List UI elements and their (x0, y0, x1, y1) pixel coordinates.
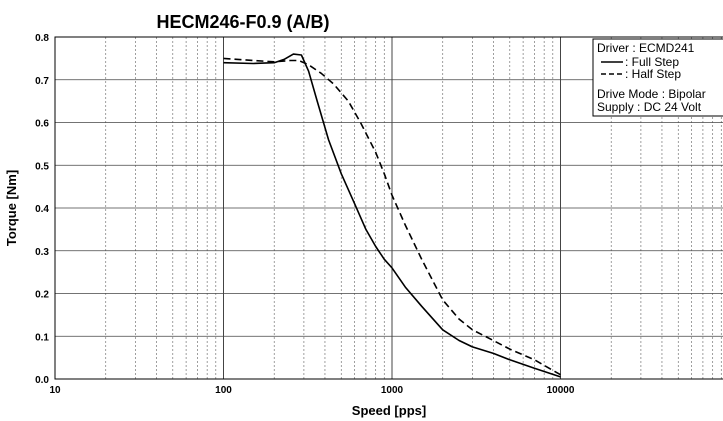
x-tick-label: 10 (49, 385, 61, 396)
y-tick-label: 0.4 (35, 204, 49, 215)
y-tick-label: 0.7 (35, 76, 49, 87)
legend-drive-mode: Drive Mode : Bipolar (597, 87, 706, 101)
tick-labels: 0.0 0.1 0.2 0.3 0.4 0.5 0.6 0.7 0.8 10 100 1000 1000… (35, 33, 575, 396)
legend: Driver : ECMD241: Full Step: Half Step Dr… (592, 38, 723, 117)
y-tick-label: 0.6 (35, 119, 49, 130)
legend-series-label: : Half Step (625, 67, 681, 81)
series-lines (223, 53, 561, 378)
series-line-half-step (223, 57, 561, 376)
y-axis-label: Torque [Nm] (4, 170, 19, 246)
legend-supply: Supply : DC 24 Volt (597, 100, 702, 114)
x-tick-label: 10000 (547, 385, 575, 396)
legend-box (592, 38, 723, 117)
legend-driver: Driver : ECMD241 (597, 41, 695, 55)
y-tick-label: 0.5 (35, 161, 49, 172)
y-tick-label: 0.3 (35, 247, 49, 258)
y-tick-label: 0.8 (35, 33, 49, 44)
y-tick-label: 0.1 (35, 332, 49, 343)
legend-series-label: : Full Step (625, 55, 679, 69)
x-tick-label: 1000 (381, 385, 404, 396)
series-line-full-step (223, 53, 561, 378)
x-tick-label: 100 (215, 385, 232, 396)
y-tick-label: 0.2 (35, 290, 49, 301)
x-axis-label: Speed [pps] (352, 403, 426, 418)
chart-title: HECM246-F0.9 (A/B) (156, 12, 329, 32)
plot-frame (54, 36, 723, 380)
y-tick-label: 0.0 (35, 375, 49, 386)
